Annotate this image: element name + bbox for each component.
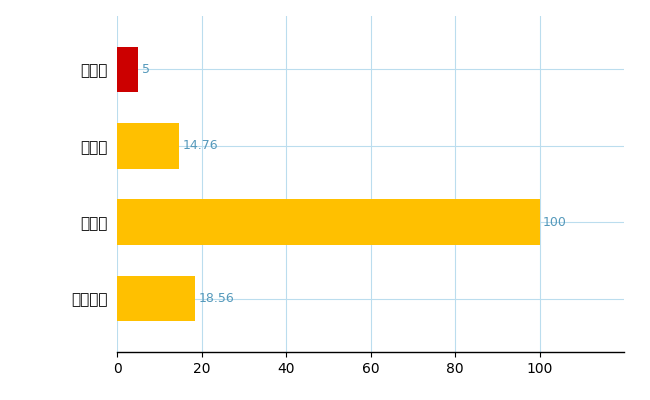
Text: 14.76: 14.76 [183,139,218,152]
Text: 100: 100 [543,216,567,229]
Bar [117,199,540,245]
Text: 18.56: 18.56 [199,292,235,305]
Bar [117,46,138,92]
Bar [117,123,179,169]
Text: 5: 5 [142,63,150,76]
Bar [117,276,196,322]
